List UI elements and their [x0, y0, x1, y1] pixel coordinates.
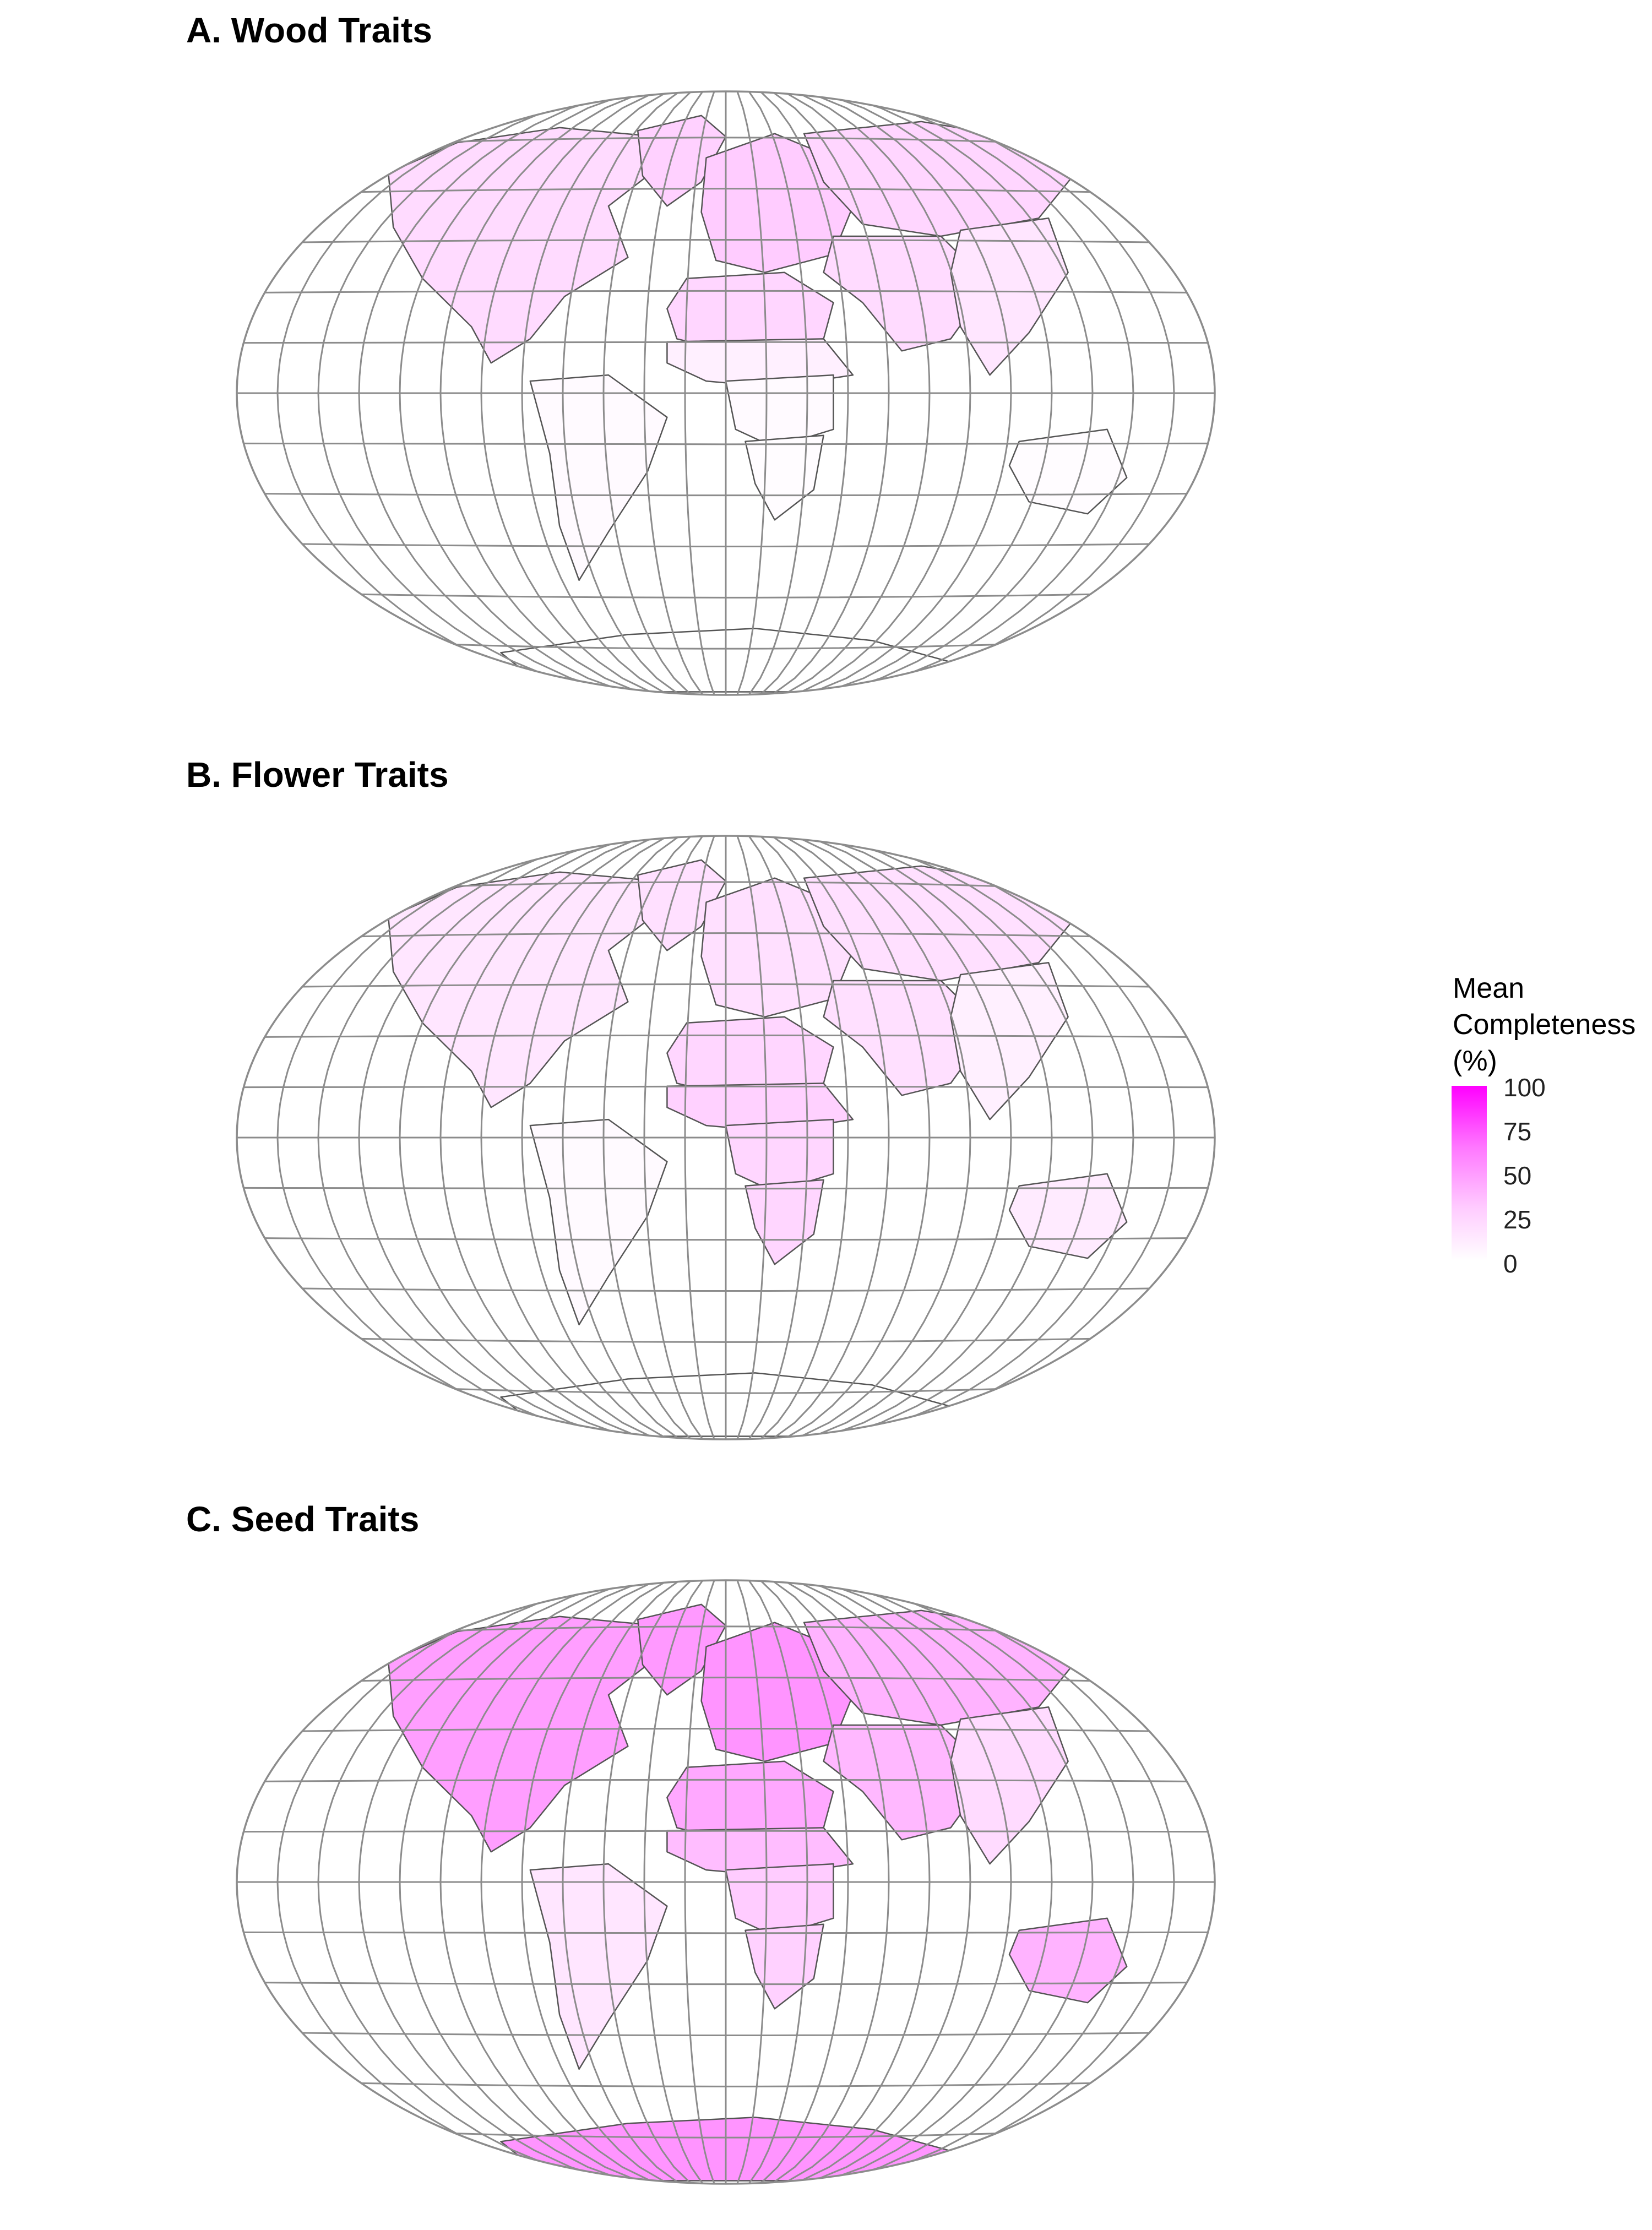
graticule-meridian [399, 91, 634, 695]
graticule-meridian [748, 91, 808, 695]
graticule-meridian [399, 836, 634, 1439]
graticule-meridian [736, 1580, 768, 2184]
graticule-meridian [602, 836, 692, 1439]
graticule-meridian [684, 91, 715, 695]
graticule-meridian [759, 1580, 849, 2184]
graticule-meridian [829, 1580, 1094, 2184]
graticule-meridian [358, 836, 623, 1439]
graticule-meridian [829, 91, 1094, 695]
graticule-meridian [840, 836, 1134, 1439]
graticule-meridian [748, 1580, 808, 2184]
legend-tick-100: 100 [1503, 1073, 1546, 1102]
legend-title-line: (%) [1453, 1045, 1497, 1077]
graticule-meridian [643, 1580, 704, 2184]
graticule-meridian [643, 836, 704, 1439]
graticule-meridian [771, 91, 890, 695]
graticule-meridian [480, 1580, 657, 2184]
panel-title-flower: B. Flower Traits [186, 755, 449, 795]
graticule-meridian [782, 1580, 931, 2184]
region-australia [1008, 1173, 1128, 1259]
graticule-meridian [439, 836, 646, 1439]
graticule-meridian [684, 836, 715, 1439]
graticule-meridian [782, 91, 931, 695]
graticule [237, 836, 1215, 1439]
graticule-meridian [782, 836, 931, 1439]
graticule-meridian [852, 836, 1175, 1439]
graticule-meridian [358, 1580, 623, 2184]
legend-title-line: Mean [1453, 972, 1525, 1004]
graticule-meridian [806, 836, 1012, 1439]
graticule-meridian [317, 1580, 611, 2184]
graticule-meridian [748, 836, 808, 1439]
graticule-meridian [562, 1580, 681, 2184]
map-flower [236, 835, 1216, 1440]
graticule-meridian [562, 836, 681, 1439]
region-north-america [388, 127, 658, 364]
graticule-meridian [852, 91, 1175, 695]
map-wood [236, 90, 1216, 696]
graticule-meridian [794, 91, 971, 695]
graticule-meridian [317, 91, 611, 695]
region-australia [1008, 428, 1128, 515]
graticule-meridian [806, 91, 1012, 695]
legend-tick-75: 75 [1503, 1117, 1532, 1146]
graticule-meridian [602, 1580, 692, 2184]
graticule-meridian [480, 91, 657, 695]
graticule-meridian [602, 91, 692, 695]
graticule-meridian [562, 91, 681, 695]
graticule-meridian [817, 1580, 1053, 2184]
graticule-meridian [521, 836, 669, 1439]
globe-outline [236, 1579, 1216, 2185]
graticule [237, 91, 1215, 695]
region-australia [1008, 1917, 1128, 2004]
graticule-meridian [829, 836, 1094, 1439]
graticule-meridian [439, 1580, 646, 2184]
panel-title-wood: A. Wood Traits [186, 10, 432, 50]
graticule-meridian [794, 1580, 971, 2184]
graticule-meridian [439, 91, 646, 695]
globe-outline [236, 90, 1216, 696]
graticule-meridian [794, 836, 971, 1439]
graticule-meridian [852, 1580, 1175, 2184]
graticule-meridian [759, 836, 849, 1439]
globe-outline [236, 835, 1216, 1440]
graticule-meridian [806, 1580, 1012, 2184]
panel-title-seed: C. Seed Traits [186, 1499, 420, 1539]
graticule-meridian [771, 1580, 890, 2184]
graticule-meridian [317, 836, 611, 1439]
graticule-meridian [521, 1580, 669, 2184]
legend-title: Mean Completeness (%) [1453, 970, 1635, 1079]
graticule-meridian [817, 836, 1053, 1439]
graticule-meridian [276, 1580, 600, 2184]
graticule-meridian [276, 91, 600, 695]
graticule-meridian [358, 91, 623, 695]
graticule-meridian [840, 91, 1134, 695]
graticule-meridian [480, 836, 657, 1439]
graticule-meridian [736, 836, 768, 1439]
graticule-meridian [684, 1580, 715, 2184]
map-seed [236, 1579, 1216, 2185]
graticule-meridian [736, 91, 768, 695]
legend-tick-0: 0 [1503, 1249, 1518, 1278]
region-north-america [388, 1616, 658, 1853]
graticule-meridian [771, 836, 890, 1439]
region-north-america [388, 871, 658, 1108]
legend-colorbar [1452, 1086, 1487, 1261]
legend-title-line: Completeness [1453, 1009, 1636, 1041]
graticule-meridian [276, 836, 600, 1439]
graticule-meridian [759, 91, 849, 695]
graticule-meridian [840, 1580, 1134, 2184]
graticule-meridian [399, 1580, 634, 2184]
graticule-meridian [817, 91, 1053, 695]
legend-tick-50: 50 [1503, 1161, 1532, 1190]
graticule-meridian [643, 91, 704, 695]
graticule-meridian [521, 91, 669, 695]
legend-tick-25: 25 [1503, 1205, 1532, 1234]
